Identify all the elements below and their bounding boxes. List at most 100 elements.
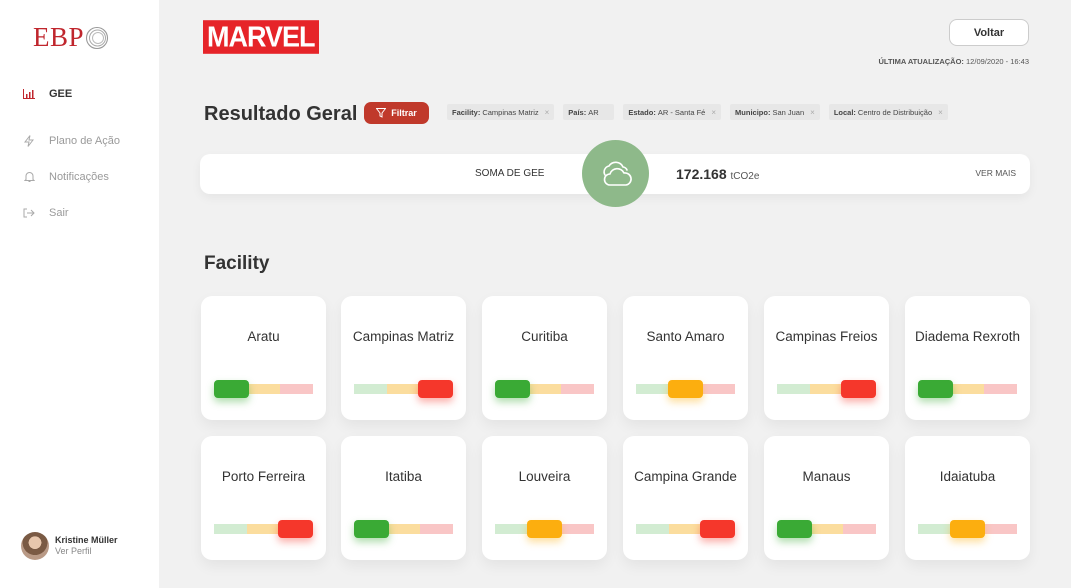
chip-value: AR - Santa Fé: [657, 107, 706, 117]
gauge-segment: [280, 384, 313, 394]
gauge-segment: [843, 524, 876, 534]
status-indicator: [214, 380, 249, 398]
back-button[interactable]: Voltar: [949, 19, 1029, 46]
view-profile-link[interactable]: Ver Perfil: [55, 546, 92, 556]
facility-name: Campinas Matriz: [352, 329, 455, 344]
gauge-segment: [561, 384, 594, 394]
status-indicator: [950, 520, 985, 538]
sidebar-item-gee[interactable]: GEE: [22, 87, 120, 101]
facility-name: Manaus: [802, 469, 851, 484]
gauge-segment: [420, 524, 453, 534]
sidebar-item-sair[interactable]: Sair: [22, 195, 120, 231]
status-gauge: [636, 520, 735, 538]
close-icon[interactable]: ×: [810, 107, 815, 117]
status-gauge: [777, 520, 876, 538]
facility-name: Aratu: [247, 329, 280, 344]
close-icon[interactable]: ×: [544, 107, 550, 117]
summary-label: SOMA DE GEE: [475, 168, 545, 179]
status-indicator: [841, 380, 876, 398]
facility-card[interactable]: Manaus: [764, 436, 889, 560]
gauge-segment: [387, 384, 420, 394]
status-indicator: [495, 380, 530, 398]
status-gauge: [214, 520, 313, 538]
status-indicator: [918, 380, 953, 398]
status-indicator: [418, 380, 453, 398]
chip-value: Centro de Distribuição: [857, 107, 933, 117]
filter-chips: Facility: Campinas Matriz × País: AR × E…: [447, 104, 957, 120]
facility-card[interactable]: Campinas Matriz: [341, 296, 466, 420]
chip-key: Estado:: [628, 107, 656, 117]
filter-button-label: Filtrar: [391, 108, 417, 118]
ebp-logo[interactable]: EBP: [33, 22, 109, 53]
gauge-segment: [561, 524, 594, 534]
status-indicator: [700, 520, 735, 538]
close-icon[interactable]: ×: [711, 107, 717, 117]
facility-name: Diadema Rexroth: [914, 329, 1021, 344]
chip-facility: Facility: Campinas Matriz ×: [447, 104, 555, 120]
facility-card[interactable]: Itatiba: [341, 436, 466, 560]
status-indicator: [668, 380, 703, 398]
bell-icon: [22, 170, 36, 184]
sidebar-item-label: GEE: [49, 88, 73, 100]
facility-card[interactable]: Idaiatuba: [905, 436, 1030, 560]
gauge-segment: [669, 524, 702, 534]
facility-name: Porto Ferreira: [221, 469, 306, 484]
facility-card[interactable]: Porto Ferreira: [201, 436, 326, 560]
gauge-segment: [354, 384, 387, 394]
gauge-segment: [810, 384, 843, 394]
facility-name: Curitiba: [521, 329, 568, 344]
facility-card[interactable]: Campina Grande: [623, 436, 748, 560]
status-gauge: [495, 380, 594, 398]
sidebar-item-notificacoes[interactable]: Notificações: [22, 159, 120, 195]
facility-card[interactable]: Santo Amaro: [623, 296, 748, 420]
last-update: ÚLTIMA ATUALIZAÇÃO: 12/09/2020 - 16:43: [879, 57, 1029, 66]
gauge-segment: [984, 384, 1017, 394]
summary-value: 172.168 tCO2e: [676, 166, 759, 182]
status-indicator: [777, 520, 812, 538]
facility-card[interactable]: Curitiba: [482, 296, 607, 420]
gauge-segment: [214, 524, 247, 534]
chip-municipo: Municipo: San Juan ×: [730, 104, 820, 120]
facility-name: Idaiatuba: [939, 469, 996, 484]
facility-name: Itatiba: [385, 469, 422, 484]
gauge-segment: [247, 524, 280, 534]
status-indicator: [527, 520, 562, 538]
summary-unit: tCO2e: [730, 171, 760, 182]
facility-card[interactable]: Campinas Freios: [764, 296, 889, 420]
sidebar-item-plano-de-acao[interactable]: Plano de Ação: [22, 123, 120, 159]
gauge-segment: [247, 384, 280, 394]
status-gauge: [354, 520, 453, 538]
facility-section-title: Facility: [204, 253, 270, 274]
marvel-logo: MARVEL: [203, 20, 319, 54]
filter-button[interactable]: Filtrar: [364, 102, 429, 124]
logo-text: EBP: [33, 22, 85, 52]
close-icon[interactable]: ×: [938, 107, 943, 117]
page-title: Resultado Geral: [204, 103, 358, 125]
chip-key: País:: [568, 107, 587, 117]
lightning-icon: [22, 134, 36, 148]
sidebar-item-label: Plano de Ação: [49, 135, 120, 147]
user-name: Kristine Müller: [55, 535, 118, 545]
gauge-segment: [387, 524, 420, 534]
facility-card[interactable]: Diadema Rexroth: [905, 296, 1030, 420]
chip-value: Campinas Matriz: [482, 107, 539, 117]
status-gauge: [495, 520, 594, 538]
chip-key: Municipo:: [735, 107, 771, 117]
chip-local: Local: Centro de Distribuição ×: [828, 104, 948, 120]
cloud-icon: [582, 140, 649, 207]
user-profile[interactable]: Kristine Müller Ver Perfil: [21, 532, 118, 560]
chip-estado: Estado: AR - Santa Fé ×: [623, 104, 722, 120]
facility-card[interactable]: Louveira: [482, 436, 607, 560]
gauge-segment: [528, 384, 561, 394]
summary-number: 172.168: [676, 166, 727, 182]
see-more-link[interactable]: VER MAIS: [975, 168, 1016, 178]
status-gauge: [918, 520, 1017, 538]
status-gauge: [214, 380, 313, 398]
chip-key: Facility:: [452, 107, 481, 117]
facility-card[interactable]: Aratu: [201, 296, 326, 420]
facility-name: Campinas Freios: [775, 329, 878, 344]
gauge-segment: [810, 524, 843, 534]
status-indicator: [354, 520, 389, 538]
gauge-segment: [495, 524, 528, 534]
gauge-segment: [777, 384, 810, 394]
